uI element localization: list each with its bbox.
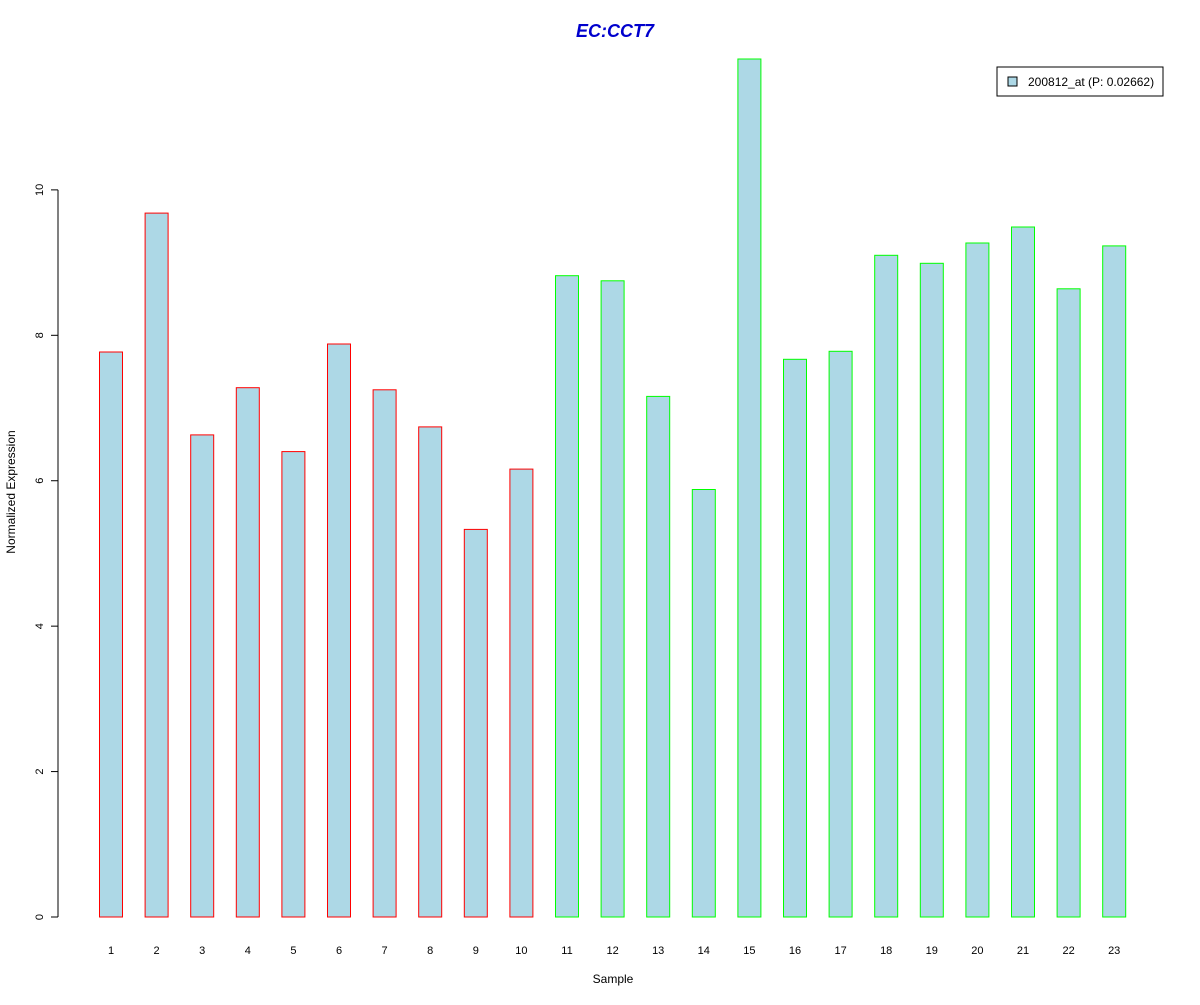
x-axis-label: Sample xyxy=(593,972,634,986)
bar-sample-19 xyxy=(919,262,944,918)
x-tick-label: 5 xyxy=(290,945,296,957)
bar-sample-20 xyxy=(965,242,990,918)
x-tick-label: 22 xyxy=(1062,945,1074,957)
x-tick-label: 10 xyxy=(515,945,527,957)
x-tick-labels: 1 2 3 4 5 6 7 8 9 10 11 12 13 14 15 16 17 18 19 20 21 22 23 xyxy=(108,945,1120,957)
x-tick-label: 16 xyxy=(789,945,801,957)
bar-sample-9 xyxy=(463,528,488,918)
x-tick-label: 18 xyxy=(880,945,892,957)
legend-swatch xyxy=(1007,76,1018,87)
y-axis: 0 2 4 6 8 10 xyxy=(34,184,59,920)
x-tick-label: 11 xyxy=(561,945,572,957)
bar-sample-11 xyxy=(555,275,579,918)
x-tick-label: 17 xyxy=(834,945,846,957)
x-tick-label: 7 xyxy=(382,945,388,957)
bar-sample-21 xyxy=(1011,226,1035,918)
bar-sample-17 xyxy=(828,350,853,918)
chart-title: EC:CCT7 xyxy=(576,21,655,41)
y-tick-label: 2 xyxy=(34,769,46,775)
bar-sample-5 xyxy=(281,451,306,918)
x-tick-label: 2 xyxy=(154,945,160,957)
bar-sample-14 xyxy=(691,489,716,918)
bar-sample-10 xyxy=(509,468,534,918)
y-axis-label: Normalized Expression xyxy=(4,430,18,553)
x-tick-label: 21 xyxy=(1017,945,1029,957)
y-tick-label: 10 xyxy=(34,184,46,196)
x-tick-label: 9 xyxy=(473,945,479,957)
y-tick-label: 4 xyxy=(34,623,46,629)
bar-sample-13 xyxy=(646,395,671,918)
x-tick-label: 23 xyxy=(1108,945,1120,957)
legend: 200812_at (P: 0.02662) xyxy=(996,66,1164,97)
x-tick-label: 12 xyxy=(606,945,618,957)
x-tick-label: 1 xyxy=(108,945,114,957)
x-tick-label: 14 xyxy=(698,945,710,957)
x-tick-label: 6 xyxy=(336,945,342,957)
bar-sample-16 xyxy=(783,358,807,918)
x-tick-label: 20 xyxy=(971,945,983,957)
x-tick-label: 19 xyxy=(926,945,938,957)
bar-sample-8 xyxy=(418,426,443,918)
y-tick-label: 8 xyxy=(34,332,46,338)
x-tick-label: 3 xyxy=(199,945,205,957)
bar-sample-6 xyxy=(327,343,351,918)
x-tick-label: 13 xyxy=(652,945,664,957)
bar-sample-22 xyxy=(1056,288,1081,918)
bar-sample-12 xyxy=(600,280,625,918)
x-tick-label: 8 xyxy=(427,945,433,957)
y-tick-label: 0 xyxy=(34,914,46,920)
bar-sample-15 xyxy=(737,58,762,918)
bar-sample-18 xyxy=(874,254,899,918)
bar-sample-3 xyxy=(190,434,215,918)
bar-sample-4 xyxy=(235,387,260,918)
bar-sample-1 xyxy=(99,351,123,918)
legend-box xyxy=(996,66,1164,97)
x-tick-label: 15 xyxy=(743,945,755,957)
legend-label: 200812_at (P: 0.02662) xyxy=(1028,75,1154,89)
y-tick-label: 6 xyxy=(34,478,46,484)
x-tick-label: 4 xyxy=(245,945,251,957)
bar-sample-23 xyxy=(1102,245,1127,918)
bar-sample-2 xyxy=(144,212,169,918)
bars-group xyxy=(99,58,1127,918)
bar-sample-7 xyxy=(372,389,397,918)
